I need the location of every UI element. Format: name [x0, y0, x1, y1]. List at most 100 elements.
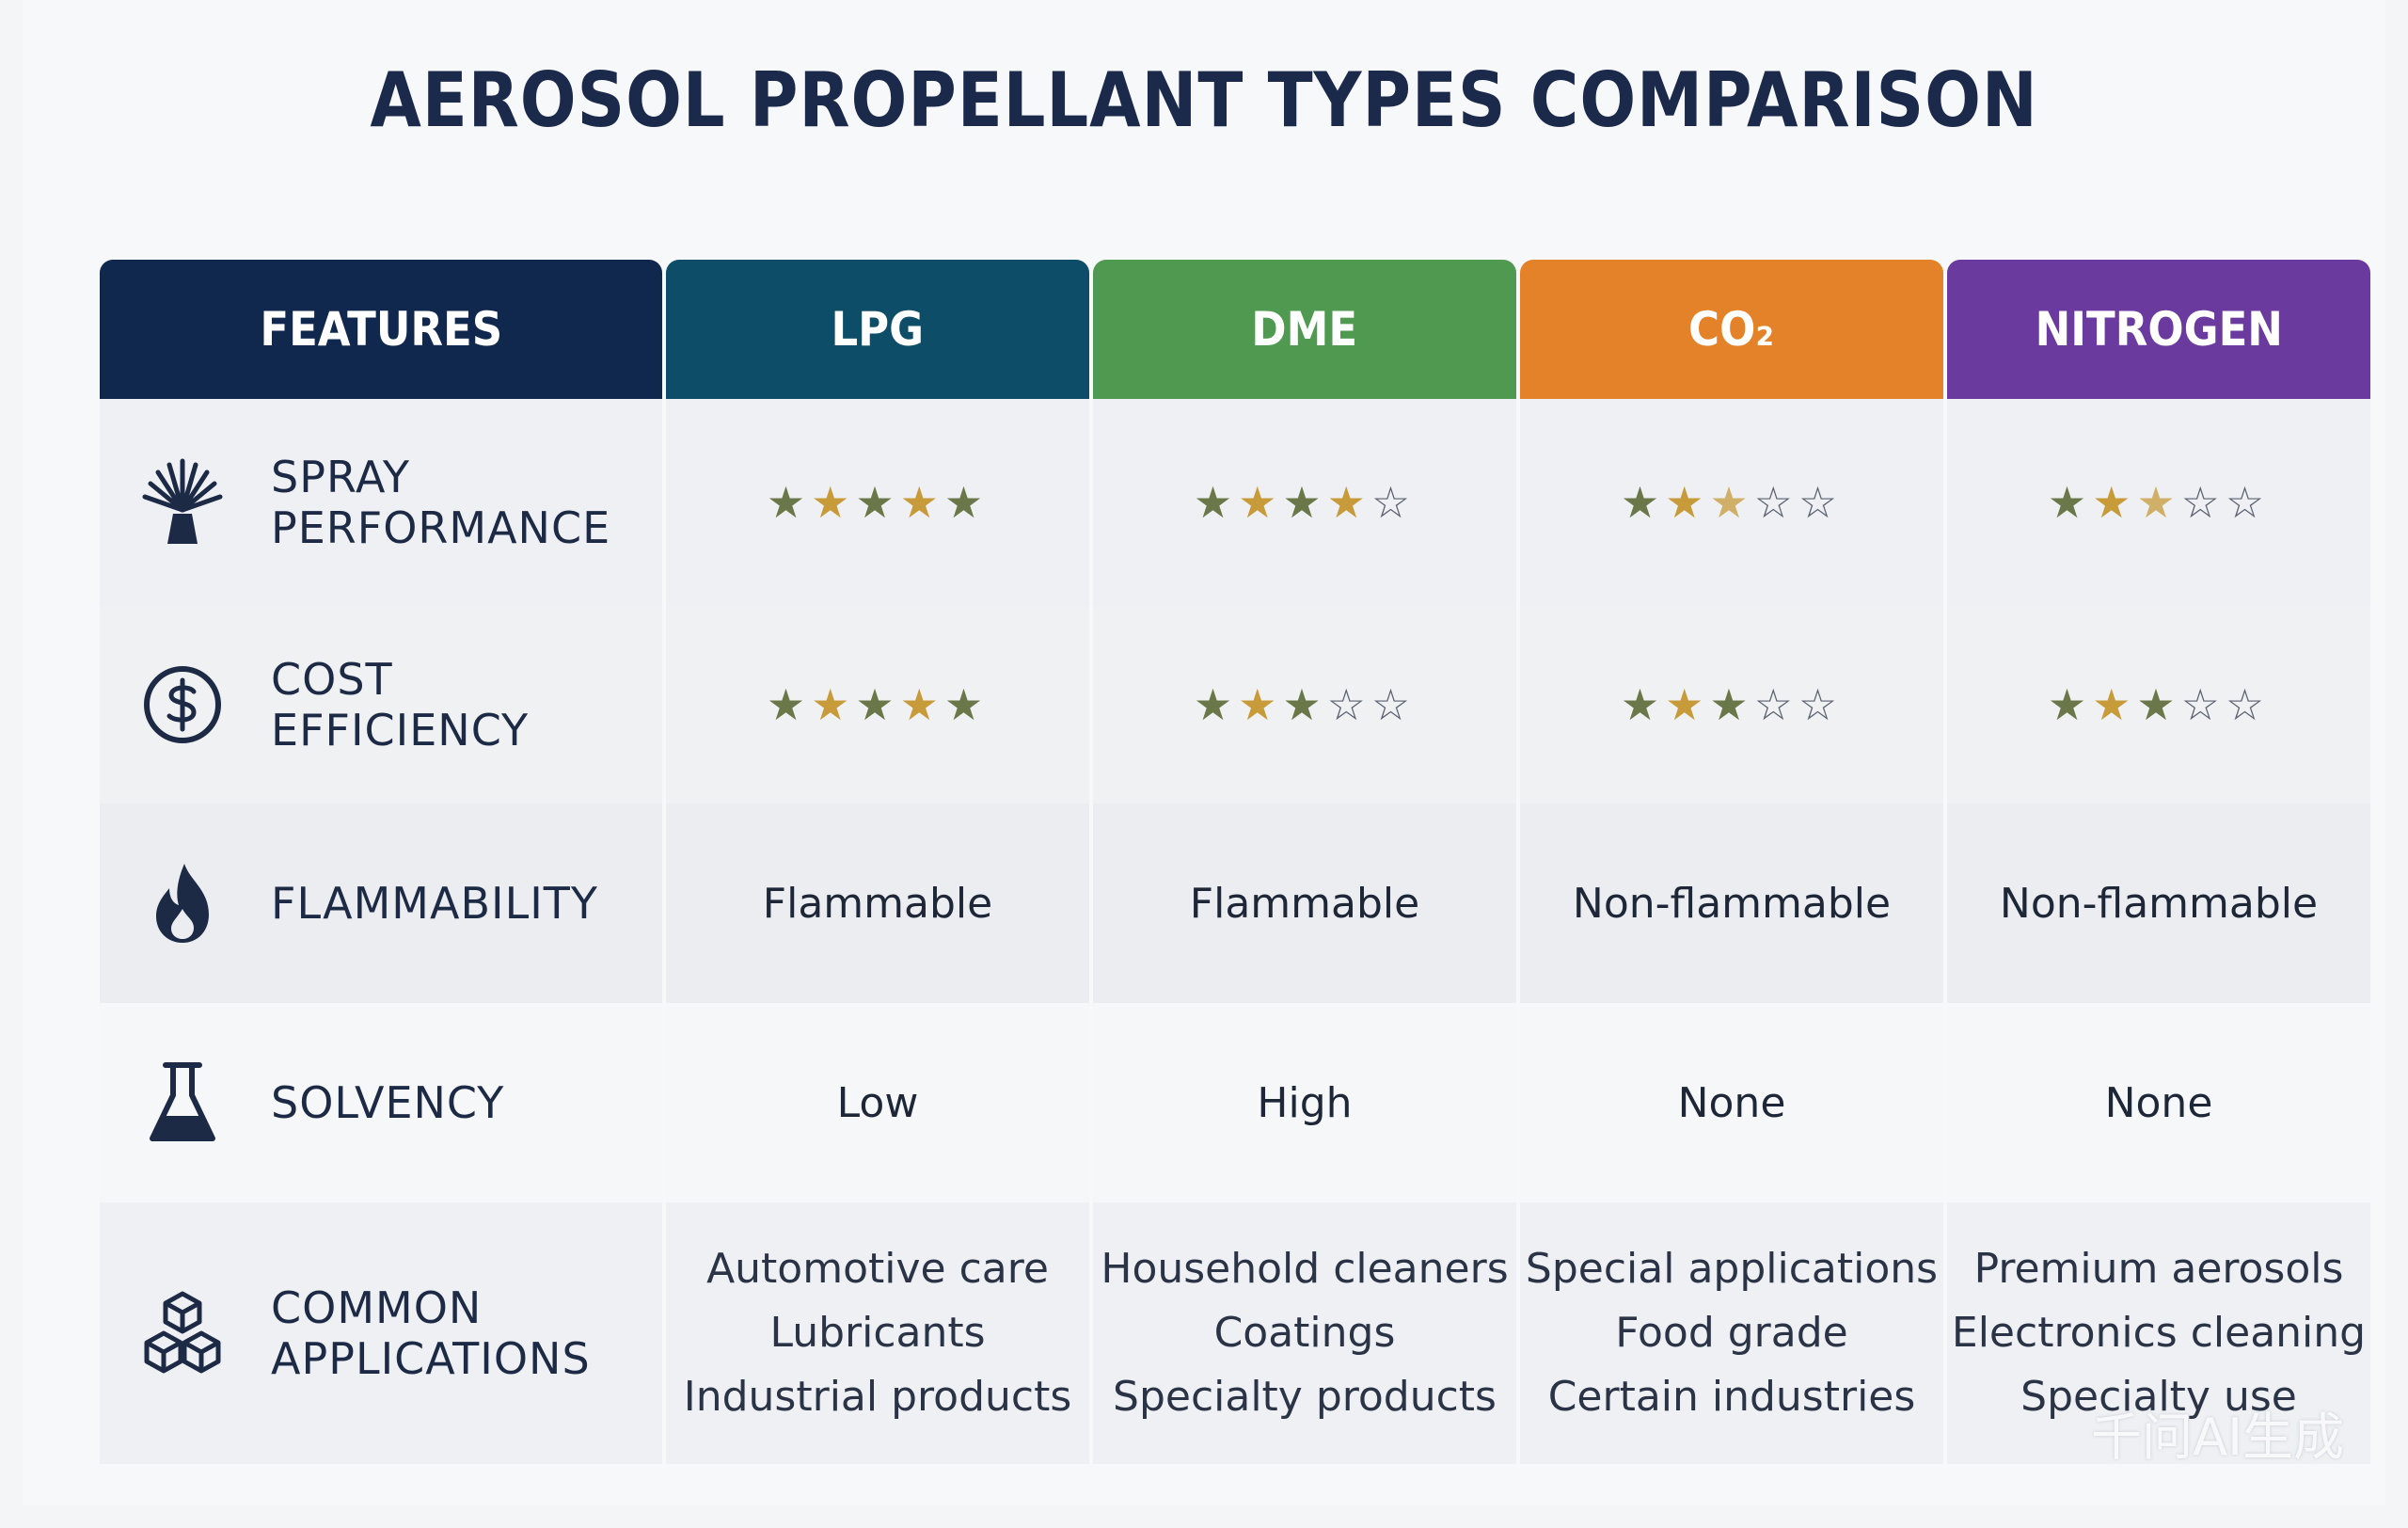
star-filled-icon: ★ [1709, 679, 1754, 730]
feature-label-applications-1: COMMON [271, 1282, 483, 1333]
star-filled-icon: ★ [1665, 477, 1710, 528]
comparison-table: FEATURES LPG DME CO₂ NITROGEN [96, 260, 2374, 1464]
star-empty-icon: ☆ [1798, 477, 1844, 528]
feature-cell-solvency: SOLVENCY [100, 1003, 662, 1202]
star-filled-icon: ★ [899, 477, 944, 528]
feature-label-solvency: SOLVENCY [271, 1077, 505, 1128]
flask-icon [137, 1058, 228, 1148]
header-nitrogen: NITROGEN [1947, 260, 2370, 399]
row-cost-efficiency: COST EFFICIENCY ★★★★★ ★★★☆☆ ★★★☆☆ ★★★☆☆ [100, 606, 2370, 804]
header-co2: CO₂ [1520, 260, 1943, 399]
spray-nozzle-icon [137, 457, 228, 548]
list-item: Food grade [1615, 1309, 1848, 1357]
star-filled-icon: ★ [1238, 679, 1283, 730]
list-item: Certain industries [1547, 1373, 1916, 1421]
star-filled-icon: ★ [855, 679, 900, 730]
star-filled-icon: ★ [1326, 477, 1371, 528]
star-filled-icon: ★ [899, 679, 944, 730]
star-filled-icon: ★ [855, 477, 900, 528]
page-title: AEROSOL PROPELLANT TYPES COMPARISON [370, 56, 2038, 144]
star-filled-icon: ★ [1193, 477, 1239, 528]
list-item: Premium aerosols [1973, 1245, 2344, 1293]
feature-label-applications-2: APPLICATIONS [271, 1333, 591, 1384]
header-lpg: LPG [666, 260, 1089, 399]
solvency-dme: High [1093, 1003, 1516, 1202]
star-empty-icon: ☆ [1798, 679, 1844, 730]
applications-dme: Household cleaners Coatings Specialty pr… [1093, 1202, 1516, 1464]
rating-cost-dme: ★★★☆☆ [1093, 606, 1516, 804]
star-half-icon: ★ [1709, 477, 1754, 528]
feature-cell-applications: COMMON APPLICATIONS [100, 1202, 662, 1464]
list-item: Special applications [1525, 1245, 1939, 1293]
flammability-co2: Non-flammable [1520, 804, 1943, 1003]
rating-spray-co2: ★★★☆☆ [1520, 399, 1943, 606]
star-filled-icon: ★ [766, 679, 812, 730]
feature-label-cost: COST EFFICIENCY [271, 654, 530, 756]
flammability-lpg: Flammable [666, 804, 1089, 1003]
star-filled-icon: ★ [1193, 679, 1239, 730]
star-filled-icon: ★ [1282, 477, 1327, 528]
list-item: Automotive care [706, 1245, 1049, 1293]
feature-cell-spray: SPRAY PERFORMANCE [100, 399, 662, 606]
row-spray-performance: SPRAY PERFORMANCE ★★★★★ ★★★★☆ ★★★☆☆ ★★★☆… [100, 399, 2370, 606]
solvency-nitrogen: None [1947, 1003, 2370, 1202]
applications-nitrogen: Premium aerosols Electronics cleaning Sp… [1947, 1202, 2370, 1464]
star-half-icon: ★ [2136, 477, 2181, 528]
dollar-coin-icon [137, 660, 228, 750]
star-empty-icon: ☆ [1370, 679, 1417, 730]
star-empty-icon: ☆ [2180, 477, 2226, 528]
rating-cost-co2: ★★★☆☆ [1520, 606, 1943, 804]
star-filled-icon: ★ [811, 679, 856, 730]
list-item: Industrial products [683, 1373, 1072, 1421]
list-item: Electronics cleaning [1951, 1309, 2367, 1357]
row-solvency: SOLVENCY Low High None None [100, 1003, 2370, 1202]
solvency-co2: None [1520, 1003, 1943, 1202]
star-filled-icon: ★ [1665, 679, 1710, 730]
rating-cost-nitrogen: ★★★☆☆ [1947, 606, 2370, 804]
header-features: FEATURES [100, 260, 662, 399]
star-empty-icon: ☆ [2225, 679, 2271, 730]
list-item: Household cleaners [1101, 1245, 1509, 1293]
watermark: 千问AI生成 [2091, 1408, 2344, 1467]
list-item: Specialty products [1113, 1373, 1497, 1421]
applications-co2: Special applications Food grade Certain … [1520, 1202, 1943, 1464]
star-filled-icon: ★ [1620, 679, 1666, 730]
star-filled-icon: ★ [1282, 679, 1327, 730]
feature-label-spray-1: SPRAY [271, 452, 411, 502]
star-filled-icon: ★ [2092, 477, 2137, 528]
star-filled-icon: ★ [2047, 477, 2093, 528]
star-empty-icon: ☆ [2180, 679, 2226, 730]
star-filled-icon: ★ [943, 477, 990, 528]
star-filled-icon: ★ [1620, 477, 1666, 528]
feature-label-flammability: FLAMMABILITY [271, 878, 598, 929]
cubes-icon [137, 1288, 228, 1378]
row-flammability: FLAMMABILITY Flammable Flammable Non-fla… [100, 804, 2370, 1003]
star-filled-icon: ★ [943, 679, 990, 730]
page: AEROSOL PROPELLANT TYPES COMPARISON FEAT… [23, 0, 2385, 1505]
flammability-nitrogen: Non-flammable [1947, 804, 2370, 1003]
star-empty-icon: ☆ [1753, 679, 1798, 730]
star-empty-icon: ☆ [1370, 477, 1417, 528]
solvency-lpg: Low [666, 1003, 1089, 1202]
header-row: FEATURES LPG DME CO₂ NITROGEN [100, 260, 2370, 399]
star-empty-icon: ☆ [1326, 679, 1371, 730]
feature-label-spray-2: PERFORMANCE [271, 502, 611, 553]
feature-cell-cost: COST EFFICIENCY [100, 606, 662, 804]
star-filled-icon: ★ [2047, 679, 2093, 730]
rating-spray-lpg: ★★★★★ [666, 399, 1089, 606]
flame-icon [137, 858, 228, 948]
rating-cost-lpg: ★★★★★ [666, 606, 1089, 804]
star-empty-icon: ☆ [1753, 477, 1798, 528]
star-empty-icon: ☆ [2225, 477, 2271, 528]
star-filled-icon: ★ [766, 477, 812, 528]
applications-lpg: Automotive care Lubricants Industrial pr… [666, 1202, 1089, 1464]
feature-cell-flammability: FLAMMABILITY [100, 804, 662, 1003]
row-common-applications: COMMON APPLICATIONS Automotive care Lubr… [100, 1202, 2370, 1464]
rating-spray-dme: ★★★★☆ [1093, 399, 1516, 606]
header-dme: DME [1093, 260, 1516, 399]
list-item: Lubricants [769, 1309, 986, 1357]
star-filled-icon: ★ [811, 477, 856, 528]
list-item: Coatings [1213, 1309, 1396, 1357]
flammability-dme: Flammable [1093, 804, 1516, 1003]
star-filled-icon: ★ [2136, 679, 2181, 730]
